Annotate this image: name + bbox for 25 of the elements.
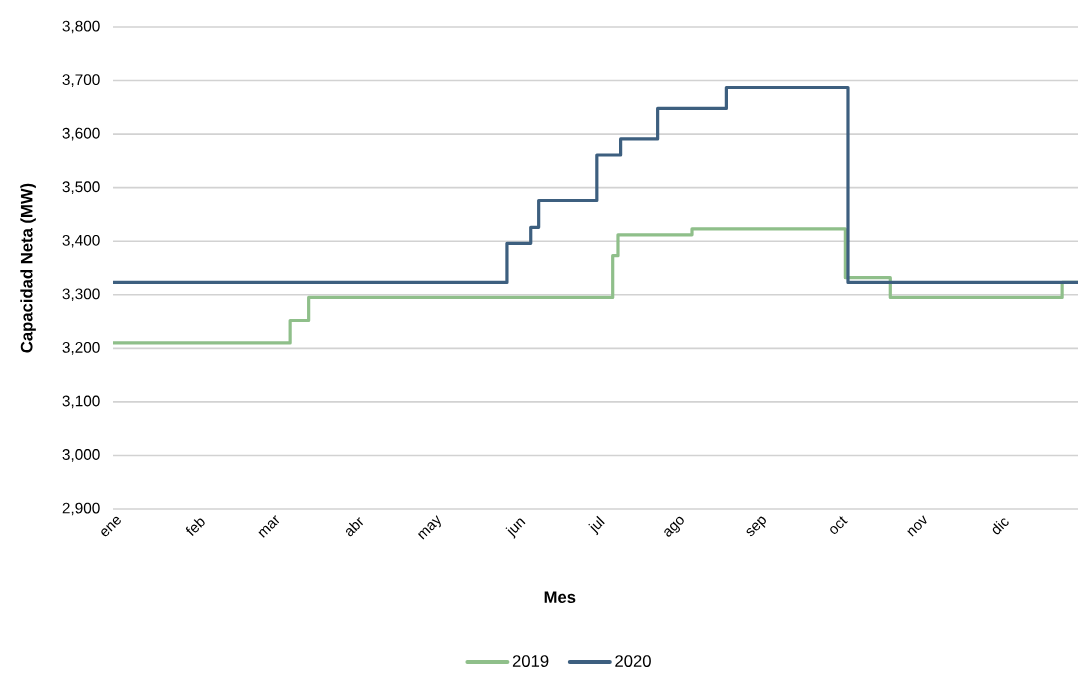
- x-tick-label: ago: [664, 516, 684, 537]
- x-axis-title: Mes: [544, 591, 576, 604]
- y-tick-label: 3,600: [62, 127, 100, 141]
- x-tick-label: jul: [588, 515, 605, 536]
- x-tick-label: oct: [830, 516, 848, 534]
- y-tick-label: 3,700: [62, 74, 100, 87]
- y-tick-label: 3,200: [62, 341, 100, 355]
- x-tick-label: mar: [258, 515, 280, 538]
- y-tick-label: 3,300: [62, 288, 100, 302]
- x-tick-label: nov: [907, 515, 927, 537]
- x-tick-label: dic: [992, 518, 1009, 535]
- y-tick-label: 3,800: [62, 20, 100, 34]
- x-tick-label: feb: [185, 518, 205, 537]
- legend-label: 2020: [615, 655, 651, 667]
- y-tick-label: 3,400: [62, 234, 100, 248]
- y-tick-label: 2,900: [62, 502, 100, 516]
- y-tick-label: 3,100: [62, 395, 100, 409]
- legend-label: 2019: [512, 655, 549, 667]
- y-tick-label: 3,000: [62, 449, 100, 462]
- x-tick-label: abr: [346, 517, 364, 537]
- x-tick-label: ene: [101, 516, 121, 537]
- y-tick-label: 3,500: [62, 181, 100, 194]
- x-tick-label: sep: [746, 516, 766, 537]
- x-tick-label: jun: [505, 518, 526, 539]
- y-axis-title: Capacidad Neta (MW): [20, 183, 36, 353]
